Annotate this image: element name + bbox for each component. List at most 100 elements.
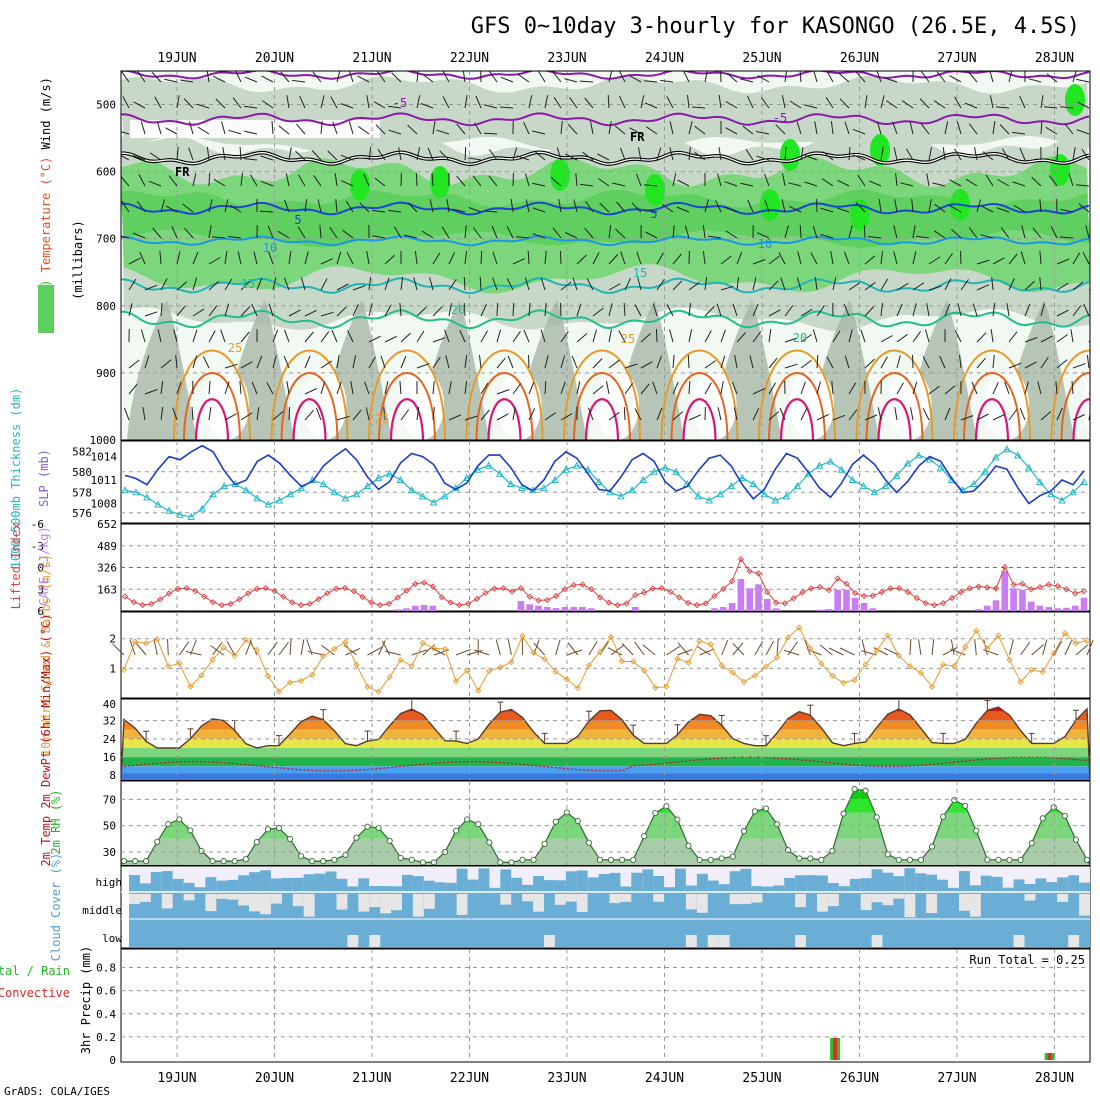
wind-barb	[704, 330, 712, 343]
wind-barb	[1072, 147, 1076, 161]
thickness-point	[187, 512, 195, 520]
top-date-label: 20JUN	[255, 51, 294, 66]
bottom-date-axis: 19JUN 20JUN 21JUN 22JUN 23JUN 24JUN 25JUN 26JUN…	[157, 1071, 1074, 1086]
wind-barb	[524, 277, 530, 291]
wind-barb	[256, 355, 263, 369]
isotherm-35	[584, 398, 620, 440]
wind-barb	[1024, 280, 1035, 291]
cloud-middle-clear	[969, 894, 981, 917]
wind-barb	[644, 210, 658, 213]
wind-barb	[138, 174, 146, 187]
cloud-level-label: low	[102, 932, 122, 945]
wind10m-barb	[754, 640, 764, 656]
wind-barb	[352, 303, 359, 317]
wind10m-barb	[950, 648, 966, 656]
wind-barb	[240, 280, 251, 291]
wind-barb	[421, 230, 434, 239]
cape-bar	[834, 589, 841, 611]
cape-bar	[869, 608, 877, 611]
cloud-cover-cells	[121, 867, 1090, 947]
wind-barb	[336, 306, 347, 317]
wind-barb	[960, 415, 974, 421]
wind-barb	[868, 180, 882, 187]
wind-barb	[747, 199, 754, 213]
thickness-point	[705, 496, 714, 504]
bottom-date-label: 19JUN	[157, 1071, 196, 1086]
isotherm-30	[573, 372, 631, 440]
top-date-label: 26JUN	[840, 51, 879, 66]
cloud-high-cell	[347, 886, 359, 891]
wind-barb	[121, 175, 130, 187]
wind-barb	[880, 335, 893, 343]
wind-barb	[1032, 227, 1042, 239]
wind-barb	[532, 233, 546, 239]
thickness-point	[1002, 445, 1011, 453]
wind-barb	[544, 95, 549, 109]
wind-barb	[976, 357, 986, 369]
wind-barb	[468, 157, 482, 161]
thickness-point	[242, 486, 251, 494]
cloud-high-cell	[915, 873, 927, 891]
wind-barb	[720, 285, 734, 291]
wind-barb	[224, 303, 230, 317]
wind10m-ylabel: 10m Wind Speed & Barbs (m/s)	[39, 554, 53, 756]
wind-barb	[752, 303, 759, 317]
wind10m-barb	[307, 650, 324, 656]
cape-tick-label: 652	[97, 518, 117, 531]
wind-barb	[789, 100, 802, 109]
wind-barb	[896, 333, 908, 343]
thickness-point	[936, 463, 945, 471]
cloud-low-clear	[544, 935, 555, 947]
wind10m-barb	[931, 639, 935, 656]
wind-barb	[656, 355, 662, 369]
wind-barb	[512, 302, 515, 317]
wind10m-barb	[884, 647, 900, 656]
wind-barb	[352, 355, 357, 369]
wind10m-barb	[185, 651, 202, 656]
wind10m-barb	[289, 638, 292, 656]
wind-barb	[896, 355, 901, 369]
rh-dry-pocket	[1082, 378, 1090, 432]
cloud-high-cell	[533, 876, 544, 891]
rh-grid	[121, 781, 1090, 865]
wind-barb	[702, 251, 706, 265]
li-point	[421, 579, 428, 586]
cape-bar	[1019, 589, 1026, 611]
wind-barb	[629, 75, 642, 83]
cape-bar	[720, 607, 727, 611]
wind-barb	[901, 100, 914, 109]
wind-barb	[272, 355, 277, 369]
wind10m-barb	[466, 649, 483, 656]
wind-speed-point	[962, 643, 969, 651]
rh2m-point	[209, 858, 216, 865]
wind-barb	[619, 147, 626, 161]
cloud-middle-clear	[696, 894, 708, 913]
wind-barb	[624, 277, 631, 291]
thickness-point	[341, 494, 350, 502]
wind-barb	[756, 232, 770, 239]
cloud-high-cell	[358, 878, 370, 891]
wind-barb	[832, 277, 837, 291]
wind-barb	[752, 331, 762, 343]
wind-barb	[228, 236, 242, 239]
wind-barb	[432, 381, 435, 395]
wind-barb	[816, 305, 825, 317]
wind-barb	[416, 95, 421, 109]
precip-axis: 00.20.40.60.8	[96, 962, 116, 1068]
wind-barb	[368, 277, 372, 291]
wind-speed-point	[386, 673, 393, 681]
wind-barb	[615, 228, 626, 239]
wind-barb	[176, 281, 188, 291]
thickness-point	[562, 465, 570, 473]
thickness-point	[352, 490, 361, 498]
li-point	[728, 578, 736, 585]
cloud-high-cell	[391, 886, 402, 891]
wind-barb	[631, 202, 642, 213]
wind-barb	[799, 224, 802, 239]
isotherm-30	[963, 372, 1021, 440]
wind-barb	[895, 173, 898, 187]
wind-barb	[971, 381, 978, 395]
rh2m-point	[962, 802, 969, 809]
wind-barb	[838, 73, 850, 83]
